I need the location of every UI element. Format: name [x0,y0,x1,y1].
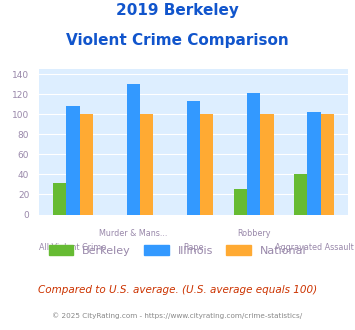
Text: Rape: Rape [183,243,204,251]
Bar [53,183,66,214]
Text: 2019 Berkeley: 2019 Berkeley [116,3,239,18]
Text: All Violent Crime: All Violent Crime [39,243,106,251]
Bar [307,112,321,214]
Bar [247,93,260,214]
Bar [234,189,247,214]
Bar [80,115,93,214]
Bar [321,115,334,214]
Bar [140,115,153,214]
Bar [260,115,274,214]
Text: Murder & Mans...: Murder & Mans... [99,229,168,238]
Legend: Berkeley, Illinois, National: Berkeley, Illinois, National [44,240,311,260]
Text: Compared to U.S. average. (U.S. average equals 100): Compared to U.S. average. (U.S. average … [38,285,317,295]
Bar [127,84,140,214]
Bar [66,106,80,214]
Bar [200,115,213,214]
Bar [187,101,200,214]
Bar [294,175,307,215]
Text: Aggravated Assault: Aggravated Assault [275,243,353,251]
Text: © 2025 CityRating.com - https://www.cityrating.com/crime-statistics/: © 2025 CityRating.com - https://www.city… [53,312,302,318]
Text: Robbery: Robbery [237,229,271,238]
Text: Violent Crime Comparison: Violent Crime Comparison [66,33,289,48]
